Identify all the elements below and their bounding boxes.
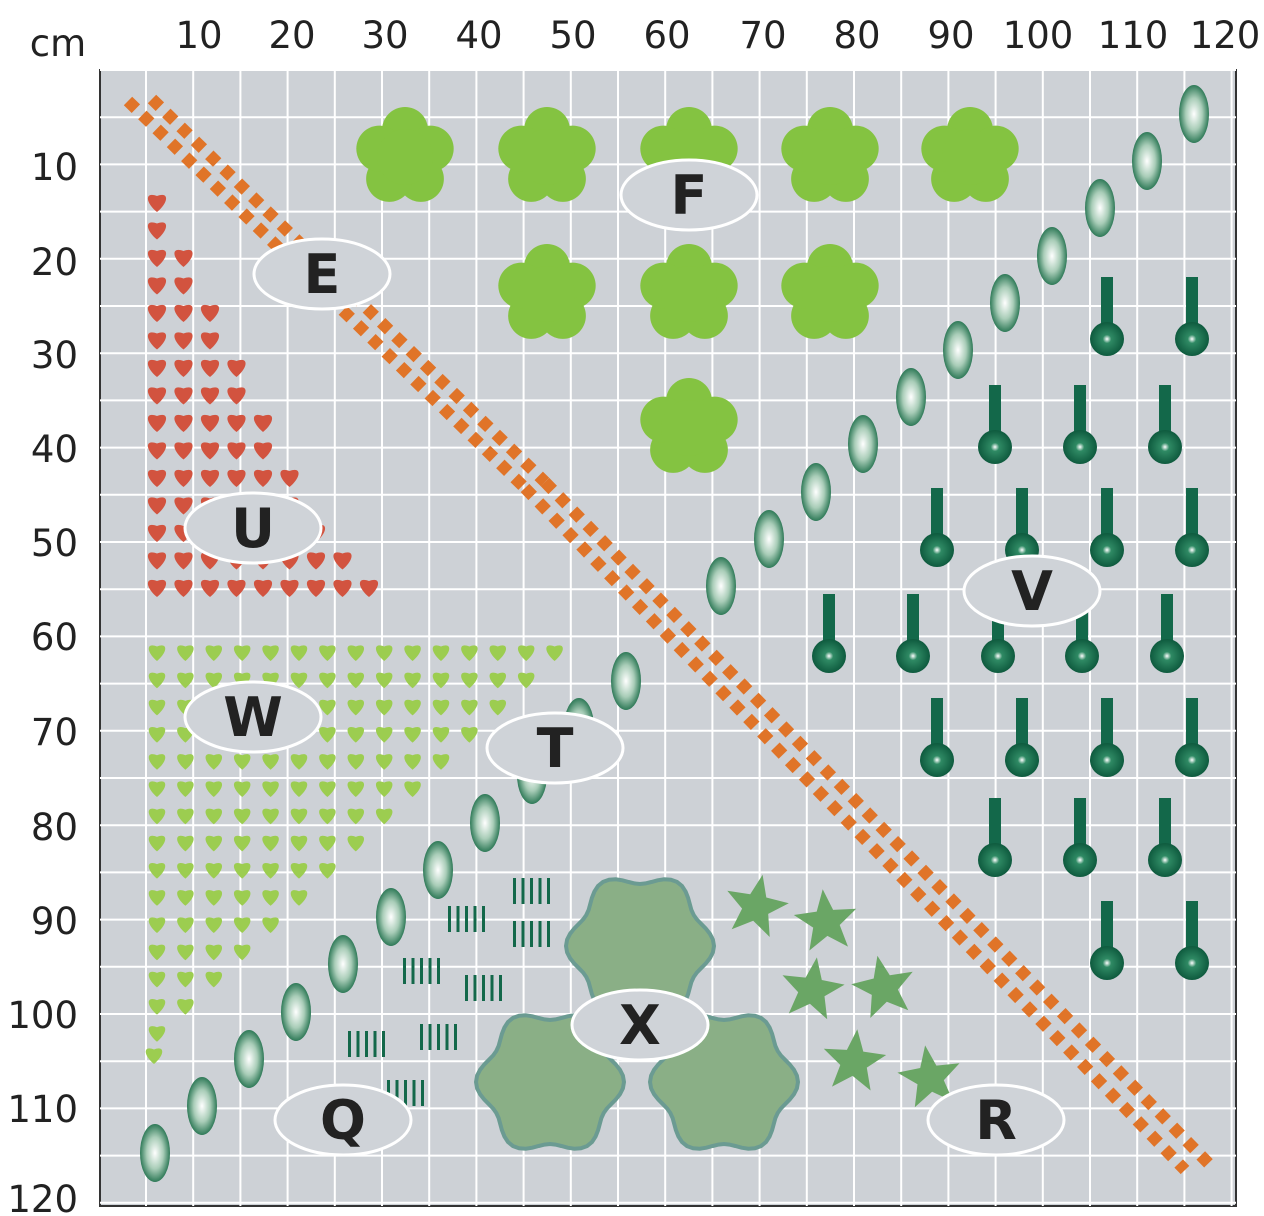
region-label-text: Q [320, 1089, 366, 1152]
x-tick-label: 40 [455, 14, 502, 57]
region-label-text: F [671, 164, 708, 227]
region-label-e: E [254, 239, 390, 309]
y-tick-label: 10 [31, 146, 78, 189]
x-tick-label: 30 [361, 14, 408, 57]
region-label-text: R [975, 1089, 1017, 1152]
region-label-text: W [223, 686, 283, 749]
pod-plant-icon [376, 888, 406, 946]
x-tick-label: 110 [1098, 14, 1169, 57]
region-label-u: U [185, 493, 321, 563]
y-tick-label: 110 [7, 1088, 78, 1131]
region-label-text: X [619, 994, 661, 1057]
pod-plant-icon [1037, 227, 1067, 285]
y-tick-label: 40 [31, 428, 78, 471]
y-tick-label: 80 [31, 806, 78, 849]
region-label-r: R [928, 1085, 1064, 1155]
x-tick-label: 120 [1190, 14, 1261, 57]
y-tick-label: 100 [7, 994, 78, 1037]
x-axis-ticks: 10 20 30 40 50 60 70 80 90 100 110 120 [175, 14, 1260, 57]
x-tick-label: 80 [833, 14, 880, 57]
region-label-text: T [537, 717, 574, 780]
pod-plant-icon [754, 510, 784, 568]
region-label-text: V [1011, 560, 1053, 623]
pod-plant-icon [1085, 179, 1115, 237]
region-label-text: E [304, 243, 341, 306]
region-label-v: V [964, 556, 1100, 626]
region-label-f: F [621, 160, 757, 230]
unit-label: cm [30, 22, 86, 65]
y-tick-label: 60 [31, 616, 78, 659]
pod-plant-icon [281, 983, 311, 1041]
pod-plant-icon [896, 368, 926, 426]
pod-plant-icon [801, 463, 831, 521]
pod-plant-icon [1179, 85, 1209, 143]
pod-plant-icon [706, 557, 736, 615]
y-tick-label: 70 [31, 711, 78, 754]
pod-plant-icon [187, 1077, 217, 1135]
y-tick-label: 30 [31, 334, 78, 377]
pod-plant-icon [470, 794, 500, 852]
pod-plant-icon [943, 321, 973, 379]
region-label-w: W [185, 682, 321, 752]
y-tick-label: 20 [31, 241, 78, 284]
x-tick-label: 70 [739, 14, 786, 57]
x-tick-label: 90 [927, 14, 974, 57]
y-axis-ticks: 10 20 30 40 50 60 70 80 90 100 110 120 [7, 146, 78, 1216]
x-tick-label: 100 [1003, 14, 1074, 57]
region-label-t: T [487, 713, 623, 783]
pod-plant-icon [140, 1124, 170, 1182]
pod-plant-icon [848, 415, 878, 473]
pod-plant-icon [990, 274, 1020, 332]
pod-plant-icon [423, 841, 453, 899]
region-label-q: Q [275, 1085, 411, 1155]
region-label-text: U [231, 497, 275, 560]
y-tick-label: 50 [31, 522, 78, 565]
pod-plant-icon [234, 1030, 264, 1088]
y-tick-label: 120 [7, 1178, 78, 1216]
region-label-x: X [572, 990, 708, 1060]
pod-plant-icon [611, 652, 641, 710]
x-tick-label: 20 [268, 14, 315, 57]
x-tick-label: 10 [175, 14, 222, 57]
pod-plant-icon [1132, 132, 1162, 190]
pod-plant-icon [328, 935, 358, 993]
x-tick-label: 50 [549, 14, 596, 57]
y-tick-label: 90 [31, 900, 78, 943]
x-tick-label: 60 [643, 14, 690, 57]
